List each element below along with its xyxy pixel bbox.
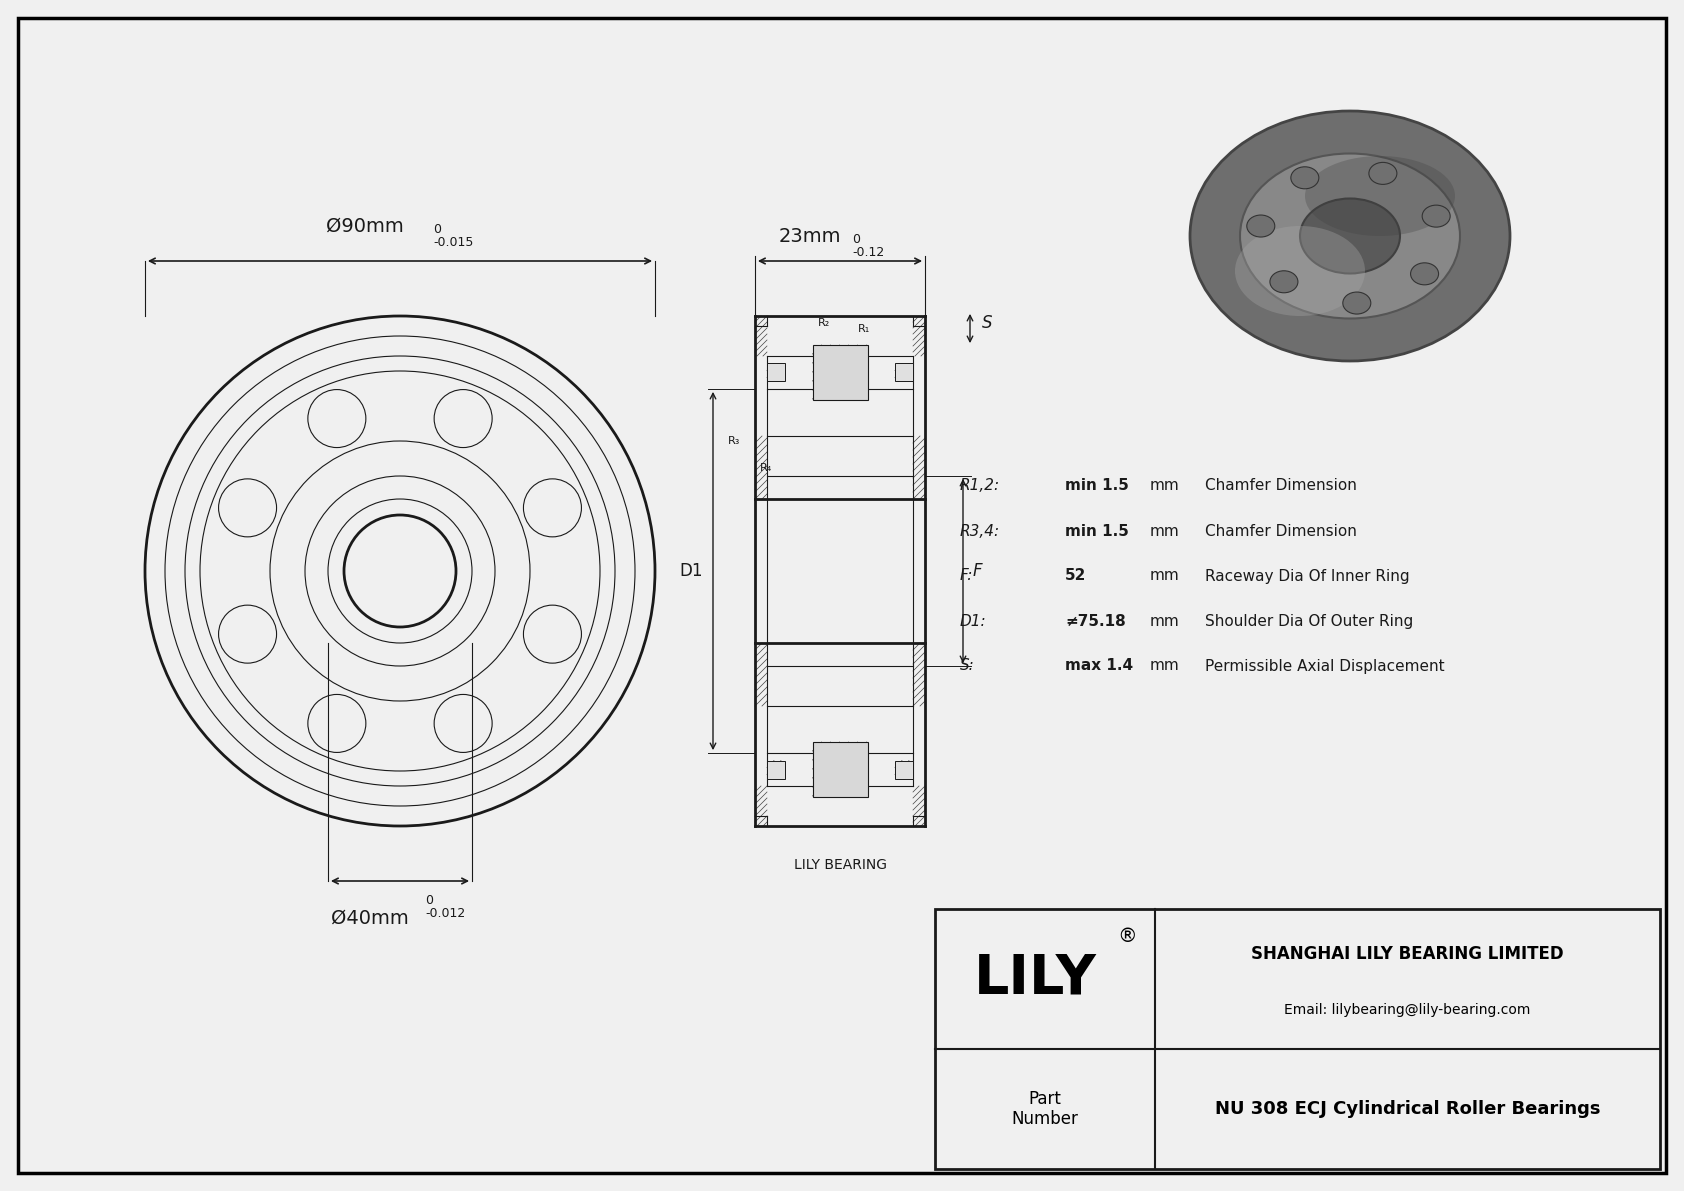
- Bar: [812, 742, 867, 797]
- Ellipse shape: [1423, 205, 1450, 227]
- Text: R₄: R₄: [759, 463, 773, 473]
- Bar: [812, 345, 867, 400]
- Text: Email: lilybearing@lily-bearing.com: Email: lilybearing@lily-bearing.com: [1285, 1003, 1531, 1017]
- Text: F:: F:: [960, 568, 973, 584]
- Text: -0.12: -0.12: [852, 247, 884, 258]
- Text: SHANGHAI LILY BEARING LIMITED: SHANGHAI LILY BEARING LIMITED: [1251, 944, 1564, 962]
- Text: mm: mm: [1150, 524, 1180, 538]
- Text: 23mm: 23mm: [778, 227, 842, 247]
- Text: mm: mm: [1150, 568, 1180, 584]
- Bar: [894, 761, 913, 779]
- Text: min 1.5: min 1.5: [1064, 479, 1128, 493]
- Text: max 1.4: max 1.4: [1064, 659, 1133, 673]
- Text: S:: S:: [960, 659, 975, 673]
- Ellipse shape: [1239, 154, 1460, 318]
- Ellipse shape: [1234, 226, 1366, 316]
- Bar: [766, 363, 785, 381]
- Text: Ø90mm: Ø90mm: [327, 217, 404, 236]
- Ellipse shape: [1292, 167, 1319, 189]
- Text: R3,4:: R3,4:: [960, 524, 1000, 538]
- Text: mm: mm: [1150, 659, 1180, 673]
- Text: R₂: R₂: [818, 318, 830, 328]
- Text: mm: mm: [1150, 613, 1180, 629]
- Bar: [894, 363, 913, 381]
- Text: Chamfer Dimension: Chamfer Dimension: [1206, 524, 1357, 538]
- Text: ≠75.18: ≠75.18: [1064, 613, 1125, 629]
- Text: Permissible Axial Displacement: Permissible Axial Displacement: [1206, 659, 1445, 673]
- Text: R₃: R₃: [727, 436, 739, 445]
- Text: D1:: D1:: [960, 613, 987, 629]
- Text: ®: ®: [1116, 928, 1137, 947]
- Ellipse shape: [1411, 263, 1438, 285]
- Text: min 1.5: min 1.5: [1064, 524, 1128, 538]
- Ellipse shape: [1305, 156, 1455, 236]
- Ellipse shape: [1246, 216, 1275, 237]
- Text: Chamfer Dimension: Chamfer Dimension: [1206, 479, 1357, 493]
- Text: R1,2:: R1,2:: [960, 479, 1000, 493]
- Text: Part
Number: Part Number: [1012, 1090, 1078, 1128]
- Text: Raceway Dia Of Inner Ring: Raceway Dia Of Inner Ring: [1206, 568, 1410, 584]
- Text: F: F: [973, 562, 983, 580]
- Text: 0: 0: [852, 233, 861, 247]
- Text: NU 308 ECJ Cylindrical Roller Bearings: NU 308 ECJ Cylindrical Roller Bearings: [1214, 1100, 1600, 1118]
- Text: S: S: [982, 314, 992, 332]
- Text: mm: mm: [1150, 479, 1180, 493]
- Ellipse shape: [1342, 292, 1371, 314]
- Ellipse shape: [1300, 199, 1399, 274]
- Text: D1: D1: [680, 562, 702, 580]
- Bar: [766, 761, 785, 779]
- Text: -0.012: -0.012: [424, 908, 465, 919]
- Ellipse shape: [1191, 111, 1511, 361]
- Text: 52: 52: [1064, 568, 1086, 584]
- Bar: [935, 909, 1660, 1170]
- Ellipse shape: [1369, 162, 1398, 185]
- Text: LILY: LILY: [973, 952, 1096, 1006]
- Text: Ø40mm: Ø40mm: [332, 909, 409, 928]
- Text: -0.015: -0.015: [433, 236, 473, 249]
- Text: 0: 0: [424, 894, 433, 908]
- Text: 0: 0: [433, 223, 441, 236]
- Text: Shoulder Dia Of Outer Ring: Shoulder Dia Of Outer Ring: [1206, 613, 1413, 629]
- Text: LILY BEARING: LILY BEARING: [793, 858, 886, 872]
- Ellipse shape: [1270, 270, 1298, 293]
- Text: R₁: R₁: [859, 324, 871, 333]
